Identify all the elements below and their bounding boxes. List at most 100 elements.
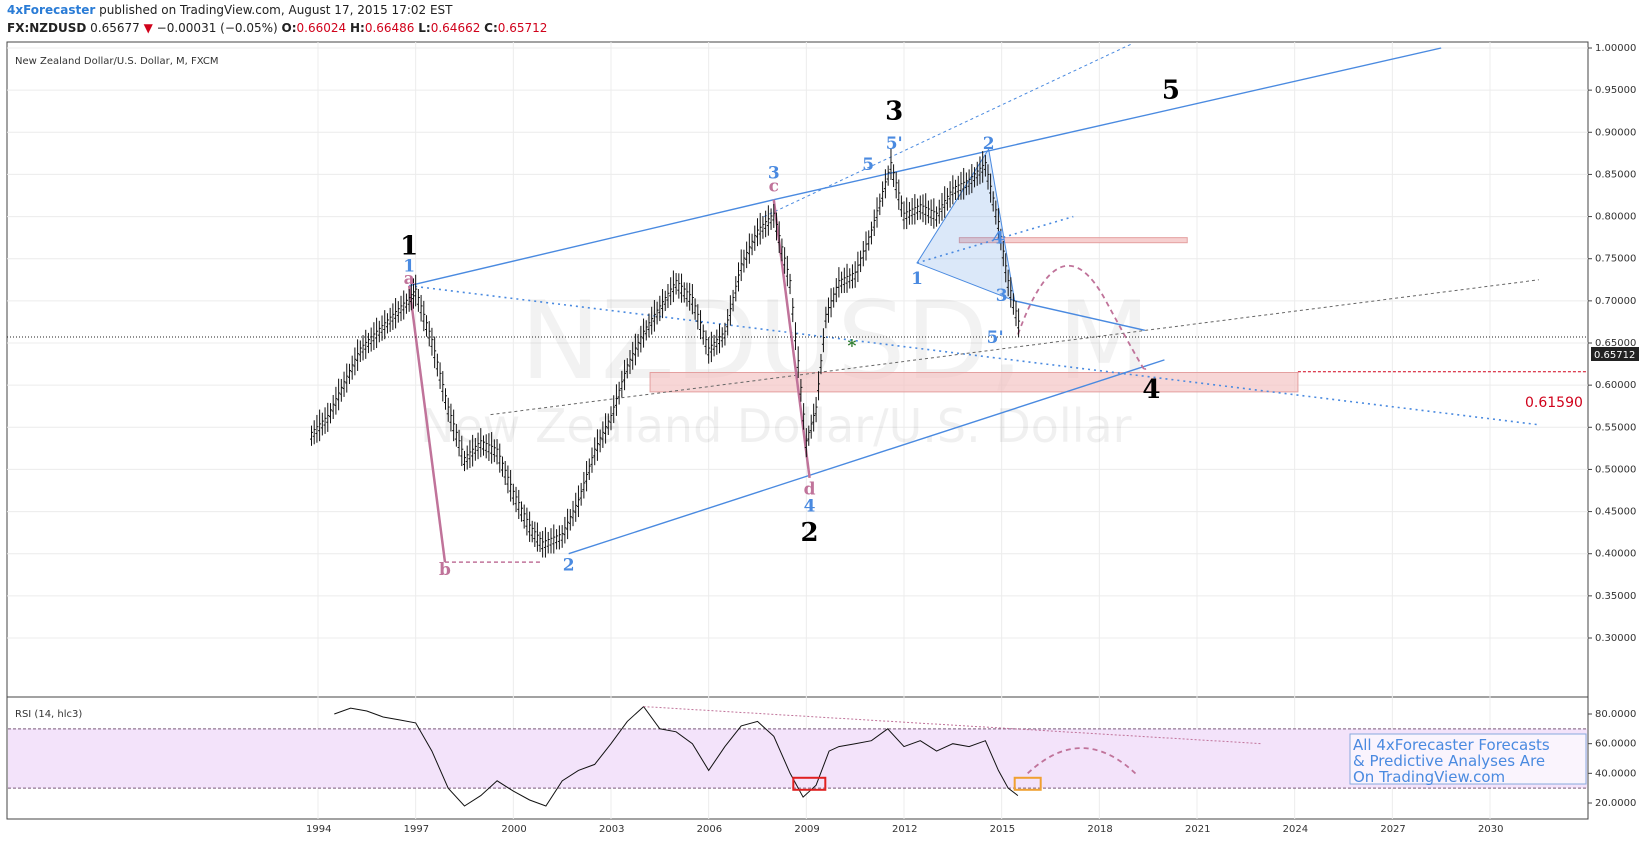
low-value: 0.64662	[430, 21, 481, 35]
rsi-pane	[8, 705, 1587, 807]
price-axis: 1.00000 0.95000 0.90000 0.85000 0.80000 0.750…	[1588, 43, 1636, 809]
rsi-line	[334, 705, 1019, 807]
triangle-extension	[1014, 300, 1146, 332]
watermark-name: New Zealand Dollar/U.S. Dollar	[420, 399, 1132, 453]
rsi-marker-orange	[1013, 776, 1042, 791]
chart-title: New Zealand Dollar/U.S. Dollar, M, FXCM	[15, 56, 219, 67]
wave-label: b	[439, 560, 451, 580]
wave-label: 5'	[987, 328, 1004, 348]
rsi-divergence-line	[643, 706, 1263, 745]
close-label: C:	[484, 21, 498, 35]
high-value: 0.66486	[364, 21, 415, 35]
time-tick-label: 2000	[501, 824, 526, 835]
grid-lines	[7, 42, 1588, 819]
price-tick-label: 0.75000	[1595, 254, 1636, 265]
rsi-projection-arc	[1027, 747, 1140, 777]
grey-trend	[490, 279, 1539, 416]
last-price-badge-text: 0.65712	[1594, 350, 1635, 361]
time-tick-label: 1997	[404, 824, 429, 835]
wave-label: 3	[768, 164, 780, 184]
wave-label: 4	[804, 497, 816, 517]
wave-a-b	[407, 285, 447, 563]
price-tick-label: 0.45000	[1595, 507, 1636, 518]
time-tick-label: 2024	[1283, 824, 1308, 835]
price-tick-label: 0.65000	[1595, 338, 1636, 349]
price-tick-label: 0.60000	[1595, 380, 1636, 391]
wave-label: 5	[1162, 76, 1180, 106]
high-label: H:	[349, 21, 365, 35]
rsi-tick-label: 20.0000	[1595, 798, 1636, 809]
price-tick-label: 0.35000	[1595, 591, 1636, 602]
wave-label: 2	[983, 134, 995, 154]
rsi-tick-label: 40.0000	[1595, 768, 1636, 779]
wave-label: 3	[885, 97, 903, 127]
promo-line-1: All 4xForecaster Forecasts	[1353, 736, 1550, 754]
target-price-label: 0.61590	[1525, 395, 1583, 411]
symbol-watermark: NZDUSD, M New Zealand Dollar/U.S. Dollar	[420, 279, 1151, 453]
rsi-marker-red	[792, 776, 827, 791]
price-tick-label: 0.90000	[1595, 127, 1636, 138]
promo-line-3: On TradingView.com	[1353, 768, 1505, 786]
ohlc-line: FX:NZDUSD 0.65677 ▼ −0.00031 (−0.05%) O:…	[7, 21, 547, 35]
wave-label: 4	[992, 229, 1004, 249]
wave-label: 2	[801, 518, 819, 548]
promo-frame	[1349, 733, 1587, 785]
publisher-link[interactable]: 4xForecaster	[7, 3, 96, 17]
price-change: −0.00031 (−0.05%)	[156, 21, 278, 35]
price-tick-label: 0.70000	[1595, 296, 1636, 307]
promo-box: All 4xForecaster Forecasts & Predictive …	[1349, 733, 1587, 786]
chart-header: 4xForecaster published on TradingView.co…	[0, 0, 1649, 40]
wave-label: 1	[911, 269, 923, 289]
wave-label: c	[769, 176, 779, 196]
price-tick-label: 0.40000	[1595, 549, 1636, 560]
wave-label: 4	[1142, 375, 1160, 405]
price-tick-label: 0.95000	[1595, 85, 1636, 96]
published-text: published on TradingView.com, August 17,…	[99, 3, 453, 17]
trendlines	[7, 43, 1588, 563]
upper-channel-2	[773, 47, 1442, 201]
last-price: 0.65677	[90, 21, 140, 35]
wave-c-d	[772, 199, 811, 479]
price-bars	[309, 148, 1021, 558]
rsi-tick-label: 80.0000	[1595, 709, 1636, 720]
time-tick-label: 2006	[697, 824, 722, 835]
wave-label: 1	[403, 256, 415, 276]
rsi-tick-label: 60.0000	[1595, 739, 1636, 750]
wave-label: 5'	[886, 134, 903, 154]
support-zone	[649, 372, 1299, 393]
time-tick-label: 2021	[1185, 824, 1210, 835]
down-arrow-icon: ▼	[143, 21, 153, 35]
time-tick-label: 2030	[1478, 824, 1503, 835]
time-tick-label: 2009	[794, 824, 819, 835]
time-axis: 1994 1997 2000 2003 2006 2009 2012 2015 2018 2021…	[306, 824, 1503, 835]
wave-label: 2	[563, 556, 575, 576]
low-label: L:	[418, 21, 431, 35]
open-label: O:	[281, 21, 297, 35]
price-tick-label: 0.80000	[1595, 212, 1636, 223]
last-price-badge	[1591, 347, 1639, 361]
promo-line-2: & Predictive Analyses Are	[1353, 752, 1545, 770]
publish-line: 4xForecaster published on TradingView.co…	[7, 3, 452, 17]
open-value: 0.66024	[296, 21, 347, 35]
projection-arc	[1017, 264, 1147, 372]
close-value: 0.65712	[497, 21, 548, 35]
lower-channel	[568, 359, 1165, 555]
price-tick-label: 1.00000	[1595, 43, 1636, 54]
rsi-title: RSI (14, hlc3)	[15, 709, 82, 720]
time-tick-label: 2012	[892, 824, 917, 835]
symbol-label[interactable]: FX:NZDUSD	[7, 21, 87, 35]
wave-label: 3	[996, 286, 1008, 306]
time-tick-label: 2003	[599, 824, 624, 835]
wave-label: a	[404, 269, 415, 289]
wave-label: 5	[862, 155, 874, 175]
wave-label: *	[847, 336, 856, 356]
price-tick-label: 0.50000	[1595, 464, 1636, 475]
price-tick-label: 0.85000	[1595, 169, 1636, 180]
time-tick-label: 1994	[306, 824, 331, 835]
wave-label: d	[804, 480, 816, 500]
wave-label: 1	[400, 232, 418, 262]
price-tick-label: 0.55000	[1595, 422, 1636, 433]
time-tick-label: 2015	[990, 824, 1015, 835]
price-tick-label: 0.30000	[1595, 633, 1636, 644]
